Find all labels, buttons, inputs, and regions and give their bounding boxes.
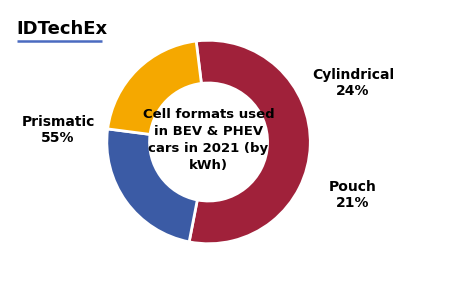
Text: Cell formats used
in BEV & PHEV
cars in 2021 (by
kWh): Cell formats used in BEV & PHEV cars in …: [143, 108, 274, 172]
Wedge shape: [189, 40, 310, 244]
Wedge shape: [108, 41, 201, 134]
Text: Research: Research: [107, 23, 164, 36]
Text: IDTechEx: IDTechEx: [17, 20, 108, 38]
Wedge shape: [107, 129, 197, 242]
Text: Prismatic
55%: Prismatic 55%: [21, 115, 95, 145]
Text: Pouch
21%: Pouch 21%: [329, 180, 377, 210]
Text: Cylindrical
24%: Cylindrical 24%: [312, 68, 394, 98]
